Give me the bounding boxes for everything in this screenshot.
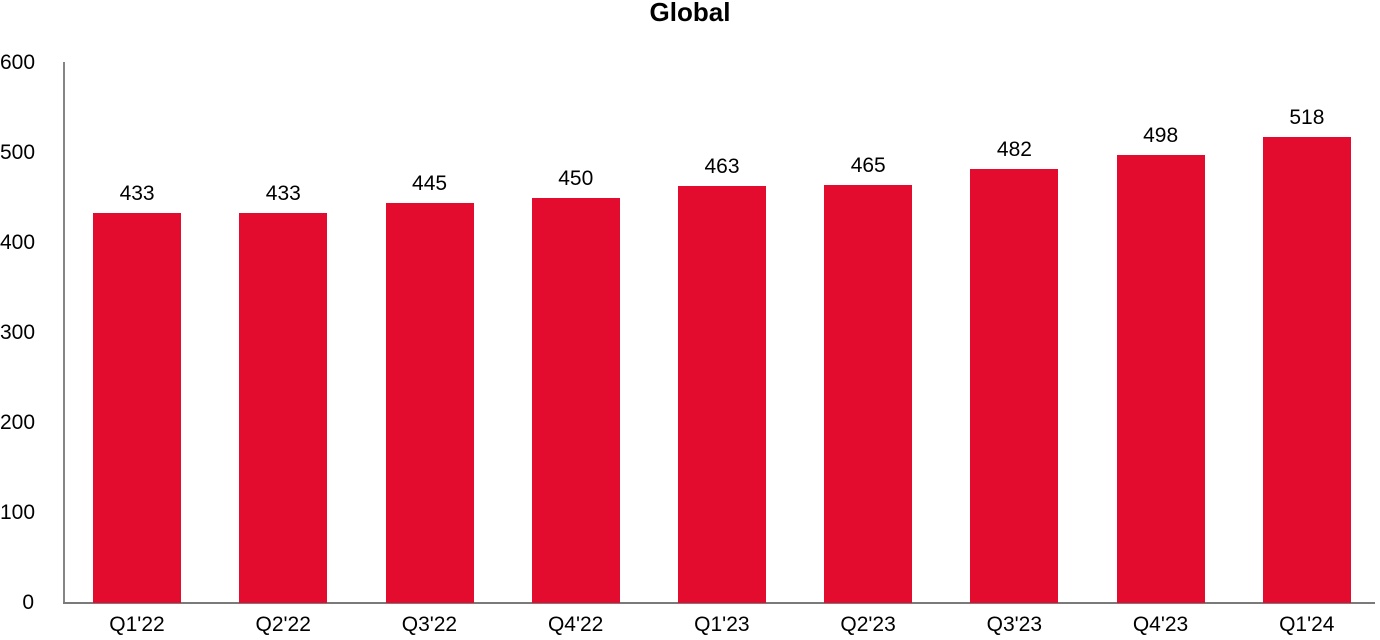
bar-Q3'22 bbox=[385, 202, 474, 603]
bar-Q2'22 bbox=[239, 213, 328, 603]
bar-value-label: 450 bbox=[558, 167, 594, 190]
x-axis-tick-label: Q3'22 bbox=[401, 613, 458, 636]
bar-Q1'22 bbox=[93, 213, 182, 603]
y-axis-tick-label: 400 bbox=[0, 231, 36, 254]
bar-value-label: 498 bbox=[1143, 123, 1179, 147]
y-axis-tick-label: 300 bbox=[0, 321, 36, 344]
bar-value-label: 433 bbox=[119, 182, 155, 206]
y-axis-tick-label: 600 bbox=[0, 51, 36, 74]
bar-Q1'24 bbox=[1262, 136, 1351, 603]
x-axis-line bbox=[63, 602, 1375, 604]
x-axis-tick-label: Q1'22 bbox=[109, 613, 165, 636]
bar-value-label: 465 bbox=[850, 153, 886, 177]
bar-value-label: 433 bbox=[265, 182, 301, 206]
bar-value-label: 518 bbox=[1289, 105, 1325, 129]
x-axis-tick-label: Q1'23 bbox=[694, 613, 750, 636]
bar-Q4'22 bbox=[531, 198, 620, 603]
bar-Q4'23 bbox=[1116, 154, 1205, 603]
bar-value-label: 482 bbox=[996, 138, 1032, 162]
chart-title: Global bbox=[649, 0, 731, 27]
x-axis-tick-label: Q3'23 bbox=[986, 613, 1043, 636]
y-axis-tick-label: 100 bbox=[0, 501, 36, 524]
bar-Q2'23 bbox=[824, 184, 913, 603]
y-axis-tick-label: 500 bbox=[0, 141, 36, 164]
bar-Q3'23 bbox=[970, 169, 1059, 603]
x-axis-tick-label: Q1'24 bbox=[1279, 613, 1335, 636]
y-axis-tick-label: 0 bbox=[22, 591, 34, 614]
x-axis-tick-label: Q2'23 bbox=[840, 613, 896, 636]
x-axis-tick-label: Q4'23 bbox=[1132, 613, 1189, 636]
bar-Q1'23 bbox=[678, 186, 766, 603]
y-axis-tick-label: 200 bbox=[0, 411, 36, 434]
x-axis-tick-label: Q4'22 bbox=[547, 613, 604, 636]
x-axis-tick-label: Q2'22 bbox=[255, 613, 311, 636]
bar-value-label: 445 bbox=[412, 171, 448, 195]
bar-value-label: 463 bbox=[704, 155, 740, 179]
y-axis-line bbox=[63, 62, 65, 603]
